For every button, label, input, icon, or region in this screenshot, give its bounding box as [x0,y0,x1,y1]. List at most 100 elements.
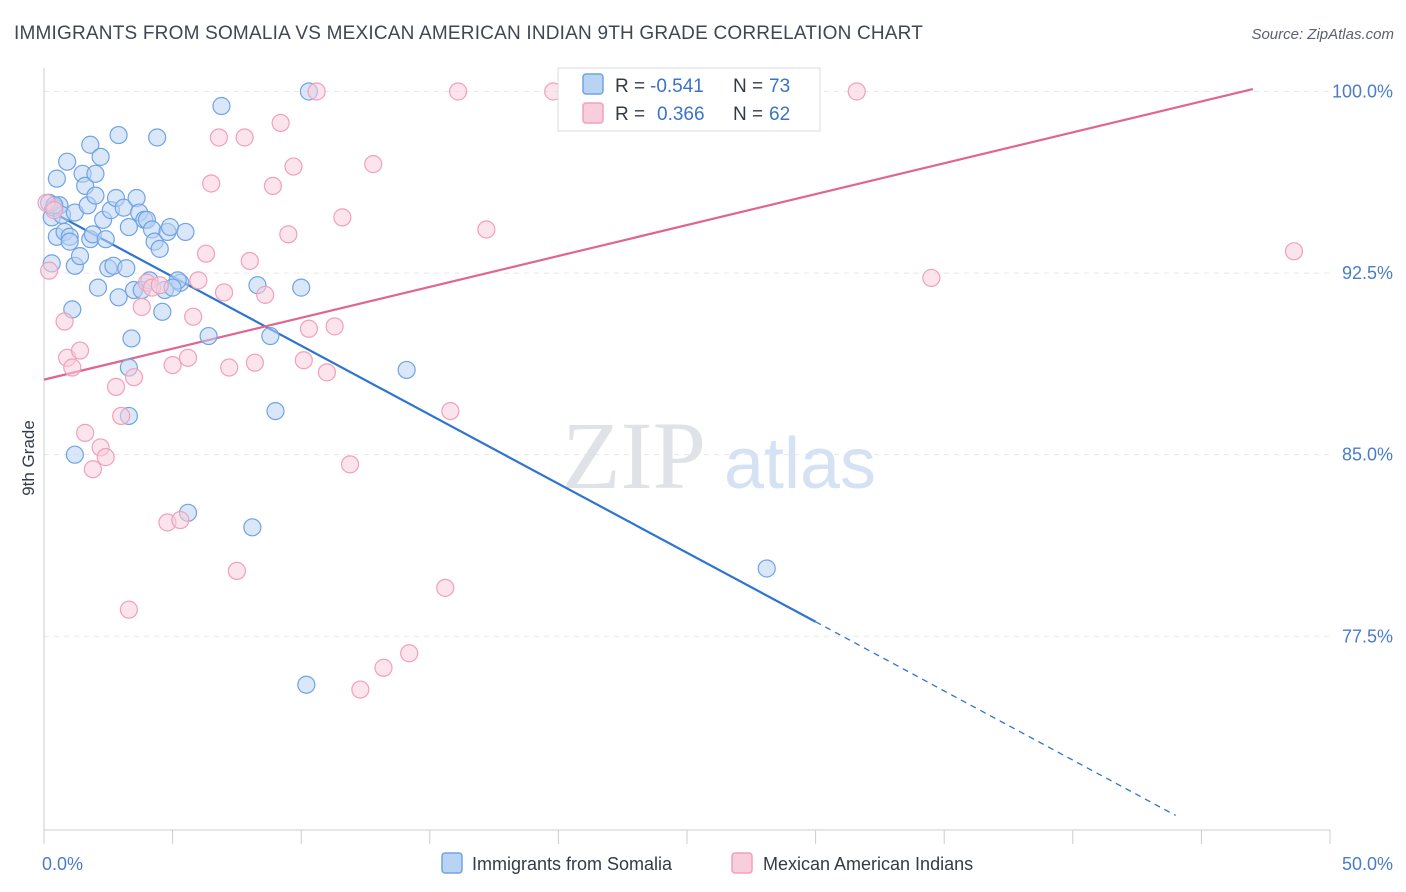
point-1-35 [263,176,283,196]
point-0-22 [86,164,105,183]
watermark-atlas: atlas [724,424,876,504]
point-0-33 [109,125,128,145]
point-1-39 [294,351,313,370]
point-0-69 [757,559,776,578]
point-1-28 [214,283,234,302]
point-1-36 [271,113,290,133]
point-1-20 [163,355,182,375]
point-0-23 [86,186,105,205]
point-1-49 [400,644,419,663]
y-tick-label-0: 100.0% [1332,81,1393,101]
legend-swatch-mexican-american-indians [731,852,753,874]
point-1-1 [40,261,59,280]
point-1-46 [351,680,370,699]
point-1-48 [374,658,393,677]
x-tick-label-0: 0.0% [42,854,83,874]
point-0-68 [397,360,416,380]
point-0-60 [212,96,231,116]
point-1-44 [333,208,352,227]
y-tick-label-1: 92.5% [1342,263,1393,283]
y-tick-labels: 100.0% 92.5% 85.0% 77.5% [1332,81,1393,646]
point-1-10 [96,448,115,467]
point-1-27 [209,128,228,147]
stats-n-value-somalia: 73 [769,76,790,97]
data-points [37,82,1304,699]
point-1-34 [256,285,275,304]
legend-item-somalia[interactable]: Immigrants from Somalia [441,852,673,874]
point-1-51 [441,402,460,421]
point-1-21 [171,510,190,530]
point-1-42 [317,363,337,382]
point-0-15 [70,247,90,266]
point-0-24 [88,278,108,297]
trend-line-1 [43,87,1254,381]
point-1-12 [112,406,131,426]
legend-swatch-somalia [441,852,463,874]
point-1-13 [119,600,138,619]
stats-n-label-mexican-american-indians: N = [733,104,763,125]
point-1-11 [106,377,126,396]
point-1-59 [847,82,866,101]
point-1-38 [284,157,303,176]
legend-label-mexican-american-indians: Mexican American Indians [763,854,973,874]
point-1-15 [132,297,151,317]
stats-r-label-somalia: R = [615,76,645,97]
point-1-18 [150,276,169,295]
point-1-22 [178,348,198,367]
point-0-35 [117,259,136,278]
point-1-5 [63,358,82,377]
point-1-8 [83,460,102,479]
point-1-30 [227,561,246,581]
point-0-9 [58,152,77,171]
point-0-54 [176,222,195,242]
point-1-23 [184,307,203,326]
point-1-40 [299,319,319,338]
point-1-53 [477,220,496,239]
point-0-48 [148,128,167,147]
watermark: ZIP atlas [562,402,876,509]
point-1-47 [364,155,383,174]
point-1-60 [922,268,941,288]
point-1-14 [124,368,144,387]
point-0-65 [292,278,311,297]
point-0-32 [109,288,128,307]
point-0-19 [81,135,100,154]
trend-line-extension-0 [815,621,1176,817]
point-1-37 [279,225,298,244]
legend-item-mexican-american-indians[interactable]: Mexican American Indians [731,852,973,874]
point-0-49 [150,239,169,258]
point-1-61 [1284,242,1304,261]
y-tick-label-3: 77.5% [1342,626,1393,646]
point-1-33 [245,353,265,372]
stats-box: R = -0.541 N = 73 R = 0.366 N = 62 [557,67,821,132]
point-0-50 [153,302,172,321]
x-tick-labels: 0.0% 50.0% [42,854,1393,874]
point-1-24 [189,271,208,290]
point-0-52 [160,217,180,237]
point-1-3 [55,312,74,331]
y-tick-label-2: 85.0% [1342,445,1393,465]
point-0-27 [96,230,115,249]
point-0-38 [122,329,141,348]
watermark-zip: ZIP [562,402,706,509]
point-1-25 [196,244,216,263]
point-1-43 [325,317,344,336]
point-0-36 [119,217,138,237]
stats-r-value-mexican-american-indians: 0.366 [657,104,705,125]
point-1-26 [202,174,221,193]
source-label: Source: ZipAtlas.com [1251,26,1394,43]
point-1-32 [240,251,259,271]
point-1-50 [436,578,455,597]
point-1-6 [70,341,90,360]
point-1-2 [45,201,64,220]
point-1-45 [340,455,360,474]
point-0-66 [297,675,316,694]
point-1-31 [235,128,254,147]
point-0-64 [266,402,285,421]
chart-title: IMMIGRANTS FROM SOMALIA VS MEXICAN AMERI… [14,23,923,44]
stats-swatch-somalia [582,73,604,95]
point-0-71 [65,445,84,464]
stats-n-value-mexican-american-indians: 62 [769,104,790,125]
point-0-11 [60,232,79,251]
